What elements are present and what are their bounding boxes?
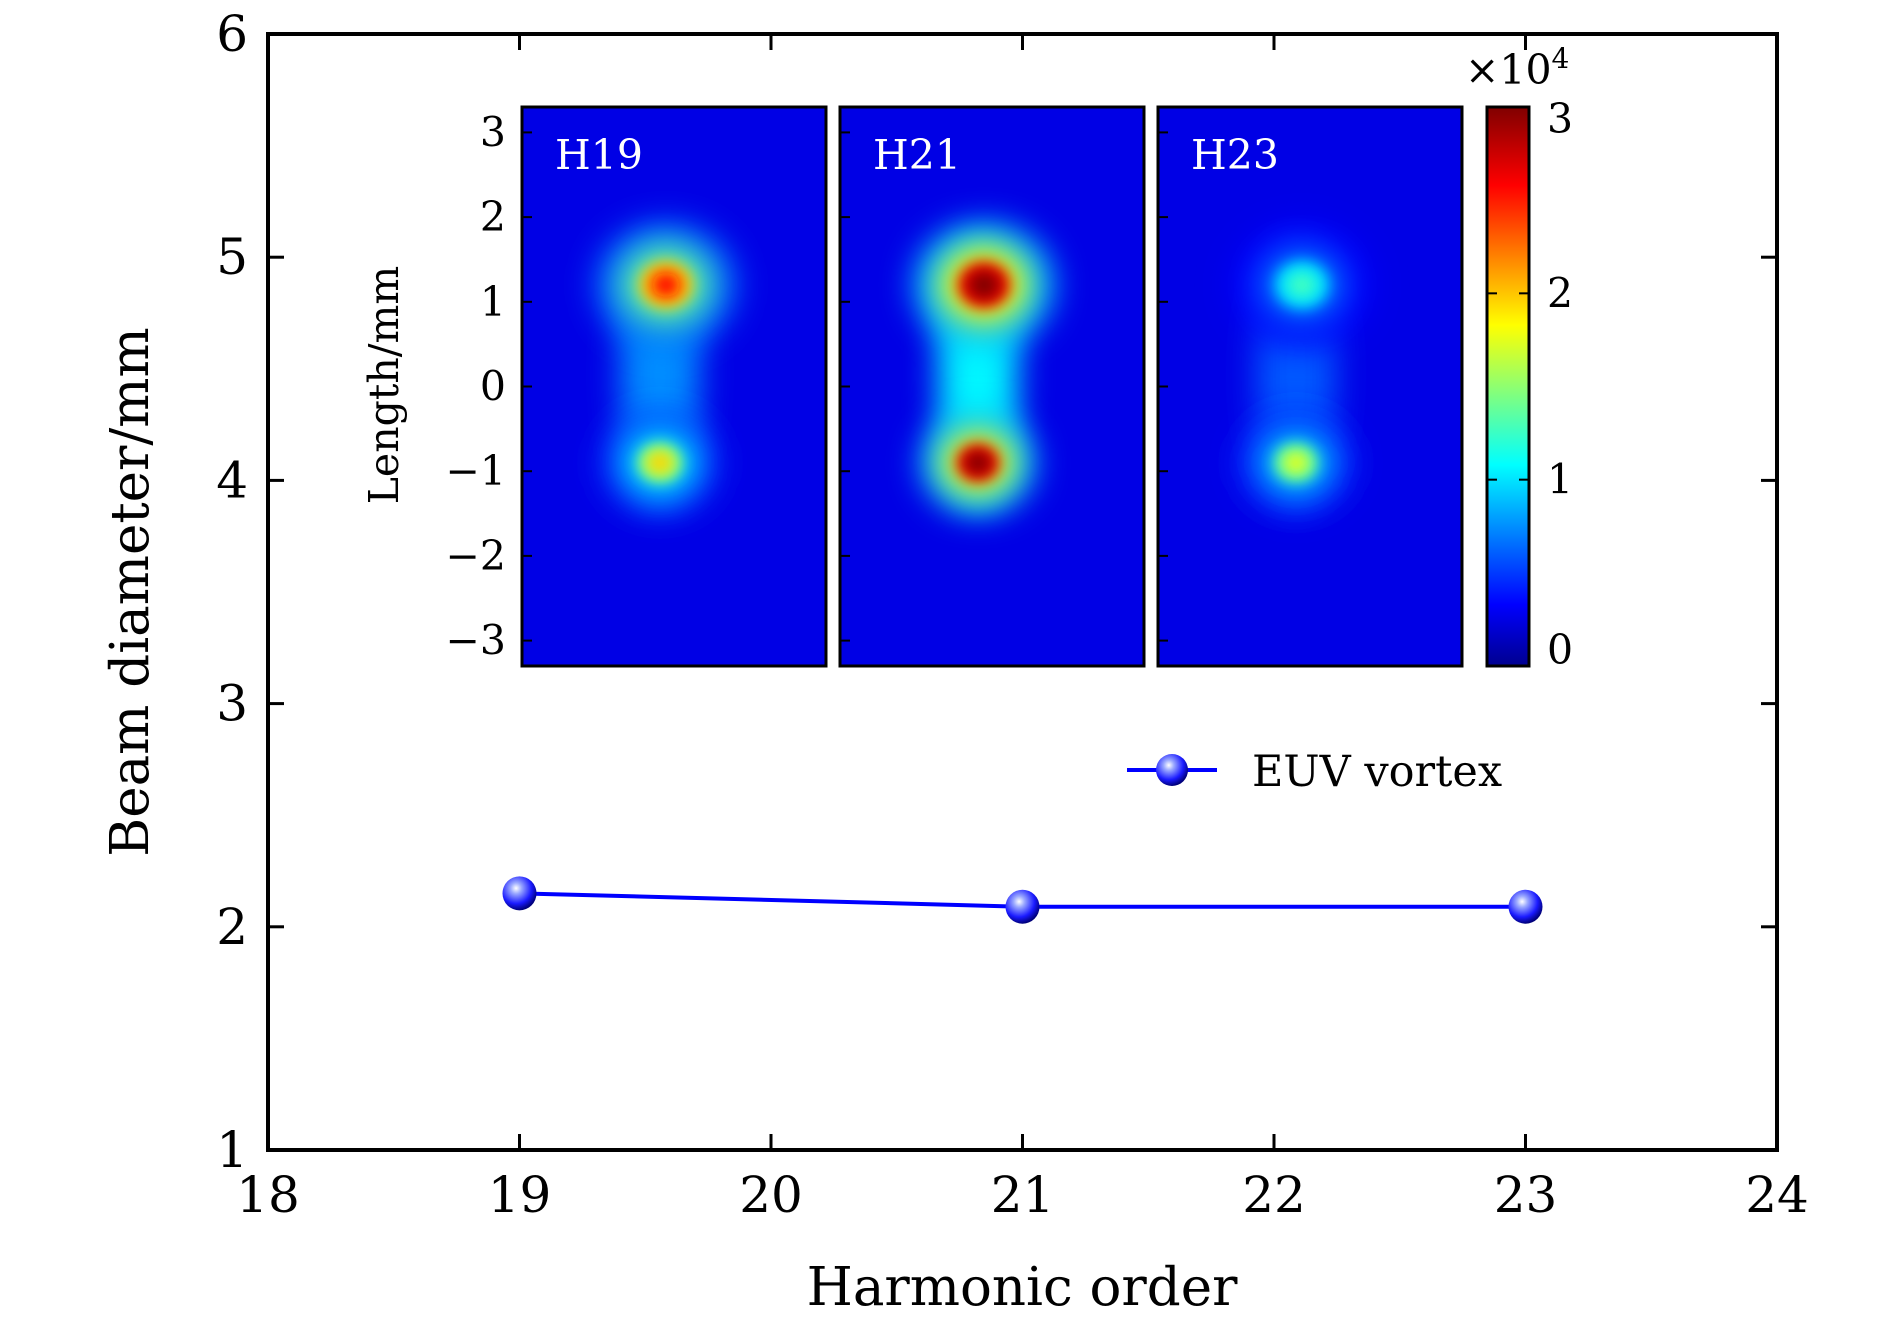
heatmap-panel-h21: H21 (838, 105, 1146, 668)
colorbar-tick-label: 2 (1547, 269, 1573, 317)
legend: EUV vortex (1127, 747, 1502, 797)
x-tick-label: 20 (739, 1166, 803, 1224)
y-tick-label: 3 (216, 675, 248, 733)
inset-heatmap-group: H19 H21 H23 3 2 1 0 −1 −2 −3 (446, 105, 1464, 668)
colorbar-tick-label: 1 (1547, 456, 1573, 504)
heatmap-panel-h23: H23 (1156, 105, 1464, 668)
y-tick-label: 1 (216, 1121, 248, 1179)
x-tick-label: 19 (488, 1166, 552, 1224)
x-tick-label: 21 (991, 1166, 1055, 1224)
legend-marker (1156, 754, 1188, 786)
y-axis-title: Beam diameter/mm (100, 327, 161, 856)
data-point (1005, 889, 1040, 924)
y-tick-label: 5 (216, 228, 248, 286)
x-axis-title: Harmonic order (807, 1257, 1238, 1318)
heatmap-lobe (1288, 272, 1316, 298)
x-tick-label: 18 (236, 1166, 300, 1224)
panel-label: H19 (555, 131, 643, 179)
inset-y-tick-label: −1 (446, 447, 506, 495)
inset-y-tick-label: −2 (446, 532, 506, 580)
y-tick-label: 6 (216, 5, 248, 63)
inset-y-tick-label: 3 (480, 108, 506, 156)
inset-y-tick-label: 2 (480, 193, 506, 241)
colorbar-tick-label: 0 (1547, 626, 1573, 674)
data-point (1508, 889, 1543, 924)
inset-y-axis-title: Length/mm (360, 266, 408, 505)
colorbar-multiplier-exp: 4 (1552, 42, 1570, 75)
heatmap-lobe (970, 272, 998, 298)
x-tick-label: 24 (1745, 1166, 1809, 1224)
colorbar-multiplier-base: ×10 (1465, 46, 1552, 94)
x-tick-label: 23 (1494, 1166, 1558, 1224)
heatmap-lobe (1284, 452, 1308, 473)
heatmap-lobe (966, 452, 990, 473)
y-tick-label: 4 (216, 451, 248, 509)
heatmap-lobe (648, 452, 672, 473)
colorbar-tick-label: 3 (1547, 95, 1573, 143)
inset-y-tick-label: 1 (480, 278, 506, 326)
colorbar-multiplier: ×104 (1465, 42, 1569, 94)
data-point (502, 876, 537, 911)
y-tick-label: 2 (216, 898, 248, 956)
colorbar (1485, 105, 1531, 668)
legend-label: EUV vortex (1252, 747, 1502, 797)
heatmap-panel-h19: H19 (520, 105, 828, 668)
colorbar-ticks: 0 1 2 3 (1487, 95, 1573, 674)
y-axis: 1 2 3 4 5 6 (216, 5, 1777, 1179)
heatmap-lobe (652, 272, 680, 298)
inset-y-tick-label: 0 (480, 363, 506, 411)
panel-label: H23 (1191, 131, 1279, 179)
x-tick-label: 22 (1242, 1166, 1306, 1224)
panel-label: H21 (873, 131, 961, 179)
inset-y-tick-label: −3 (446, 617, 506, 665)
x-axis: 18 19 20 21 22 23 24 (236, 34, 1809, 1224)
series-markers (502, 876, 1543, 924)
